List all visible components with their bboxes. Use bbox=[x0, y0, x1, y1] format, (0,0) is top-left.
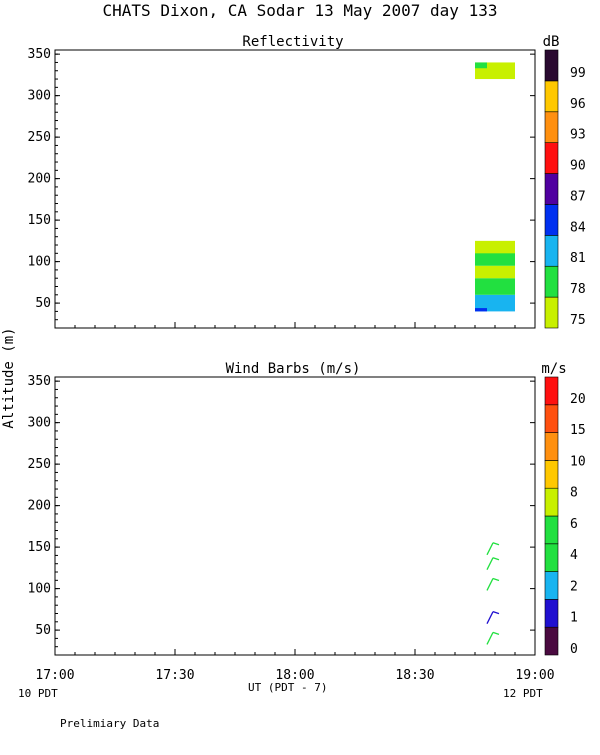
y-axis-label: Altitude (m) bbox=[1, 327, 17, 428]
colorbar-tick-label: 87 bbox=[570, 189, 586, 204]
colorbar-segment bbox=[544, 296, 559, 329]
page-title: CHATS Dixon, CA Sodar 13 May 2007 day 13… bbox=[103, 1, 498, 20]
reflectivity-colorbar-label: dB bbox=[543, 34, 560, 50]
colorbar-segment bbox=[544, 599, 559, 628]
colorbar-tick-label: 10 bbox=[570, 454, 586, 469]
y-tick-label: 150 bbox=[28, 213, 51, 228]
x-axis-label: UT (PDT - 7) bbox=[248, 681, 327, 694]
colorbar-segment bbox=[544, 626, 559, 656]
y-tick-label: 150 bbox=[28, 540, 51, 555]
colorbar-tick-label: 20 bbox=[570, 392, 586, 407]
colorbar-tick-label: 96 bbox=[570, 97, 586, 112]
x-tick-label: 17:00 bbox=[35, 668, 74, 683]
colorbar-segment bbox=[544, 142, 559, 174]
wind-barbs-title: Wind Barbs (m/s) bbox=[226, 361, 361, 377]
x-tick-label: 18:00 bbox=[275, 668, 314, 683]
x-tick-label: 18:30 bbox=[395, 668, 434, 683]
colorbar-segment bbox=[544, 80, 559, 113]
colorbar-tick-label: 90 bbox=[570, 159, 586, 174]
reflectivity-frame bbox=[54, 49, 536, 329]
wind-barb bbox=[486, 542, 500, 556]
colorbar-tick-label: 93 bbox=[570, 128, 586, 143]
reflectivity-cell bbox=[475, 294, 515, 312]
colorbar-tick-label: 4 bbox=[570, 548, 578, 563]
colorbar-segment bbox=[544, 515, 559, 545]
y-tick-label: 50 bbox=[35, 296, 51, 311]
y-tick-label: 250 bbox=[28, 457, 51, 472]
wind-barb bbox=[486, 577, 500, 591]
colorbar-segment bbox=[544, 49, 559, 82]
y-tick-label: 350 bbox=[28, 47, 51, 62]
colorbar-segment bbox=[544, 265, 559, 298]
colorbar-segment bbox=[544, 376, 559, 406]
x-tick-label: 17:30 bbox=[155, 668, 194, 683]
wind-barb bbox=[486, 611, 500, 624]
y-tick-label: 100 bbox=[28, 582, 51, 597]
reflectivity-cell bbox=[475, 265, 515, 279]
colorbar-tick-label: 99 bbox=[570, 66, 586, 81]
y-tick-label: 50 bbox=[35, 623, 51, 638]
colorbar-segment bbox=[544, 543, 559, 572]
colorbar-tick-label: 8 bbox=[570, 486, 578, 501]
footer-note: Prelimiary Data bbox=[60, 717, 159, 730]
colorbar-tick-label: 78 bbox=[570, 282, 586, 297]
colorbar-tick-label: 6 bbox=[570, 517, 578, 532]
wind-barbs-frame bbox=[54, 376, 536, 656]
colorbar-segment bbox=[544, 571, 559, 600]
colorbar-tick-label: 81 bbox=[570, 251, 586, 266]
wind-barb bbox=[486, 557, 500, 571]
colorbar-segment bbox=[544, 404, 559, 433]
y-tick-label: 350 bbox=[28, 374, 51, 389]
reflectivity-cell bbox=[475, 278, 515, 295]
reflectivity-cell bbox=[475, 308, 487, 312]
colorbar-tick-label: 84 bbox=[570, 220, 586, 235]
colorbar-tick-label: 1 bbox=[570, 611, 578, 626]
colorbar-segment bbox=[544, 235, 559, 267]
y-tick-label: 250 bbox=[28, 130, 51, 145]
colorbar-segment bbox=[544, 111, 559, 143]
x-left-note: 10 PDT bbox=[18, 687, 58, 700]
x-tick-label: 19:00 bbox=[515, 668, 554, 683]
colorbar-tick-label: 2 bbox=[570, 579, 578, 594]
colorbar-segment bbox=[544, 487, 559, 517]
reflectivity-panel: Reflectivity 50 100 150 200 250 300 350 dB 75 7… bbox=[28, 34, 586, 329]
colorbar-segment bbox=[544, 460, 559, 489]
wind-colorbar-label: m/s bbox=[541, 361, 566, 377]
colorbar-segment bbox=[544, 432, 559, 461]
y-tick-label: 100 bbox=[28, 255, 51, 270]
reflectivity-title: Reflectivity bbox=[242, 34, 343, 50]
y-tick-label: 300 bbox=[28, 416, 51, 431]
y-tick-label: 200 bbox=[28, 172, 51, 187]
reflectivity-cell bbox=[475, 62, 487, 69]
colorbar-tick-label: 0 bbox=[570, 642, 578, 657]
wind-barb bbox=[486, 631, 500, 645]
y-tick-label: 200 bbox=[28, 499, 51, 514]
reflectivity-cell bbox=[475, 240, 515, 254]
colorbar-segment bbox=[544, 204, 559, 236]
y-tick-label: 300 bbox=[28, 89, 51, 104]
reflectivity-cell bbox=[475, 251, 515, 266]
x-right-note: 12 PDT bbox=[503, 687, 543, 700]
colorbar-tick-label: 15 bbox=[570, 423, 586, 438]
colorbar-tick-label: 75 bbox=[570, 313, 586, 328]
colorbar-segment bbox=[544, 173, 559, 205]
